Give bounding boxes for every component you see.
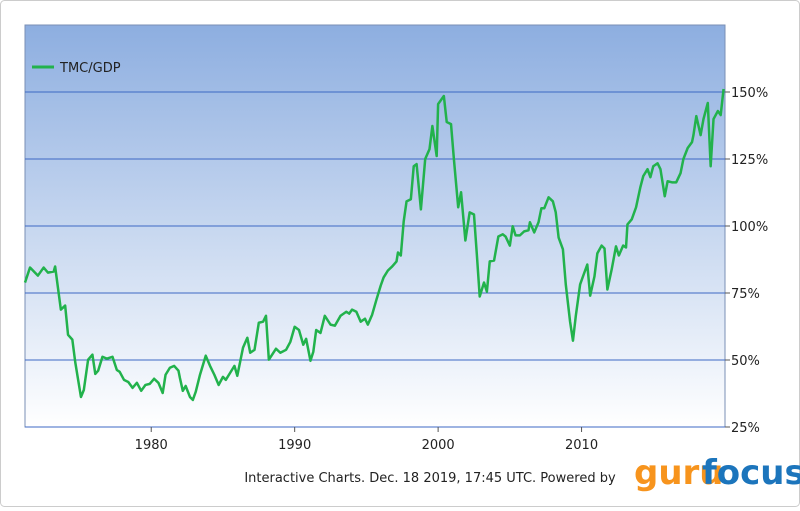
x-tick-label: 2000 — [422, 438, 455, 453]
y-tick-label: 50% — [731, 354, 760, 369]
y-tick-label: 100% — [731, 220, 768, 235]
data-line — [23, 88, 725, 402]
x-tick-label: 1990 — [278, 438, 311, 453]
legend-label: TMC/GDP — [59, 61, 121, 76]
y-tick-label: 125% — [731, 153, 768, 168]
brand-guru: guru — [634, 453, 724, 493]
x-tick-label: 2010 — [565, 438, 598, 453]
y-tick-label: 75% — [731, 287, 760, 302]
source-note: Interactive Charts. Dec. 18 2019, 17:45 … — [244, 471, 616, 486]
y-tick-label: 150% — [731, 86, 768, 101]
y-tick-label: 25% — [731, 421, 760, 436]
x-tick-label: 1980 — [135, 438, 168, 453]
brand-focus: focus — [702, 453, 800, 493]
